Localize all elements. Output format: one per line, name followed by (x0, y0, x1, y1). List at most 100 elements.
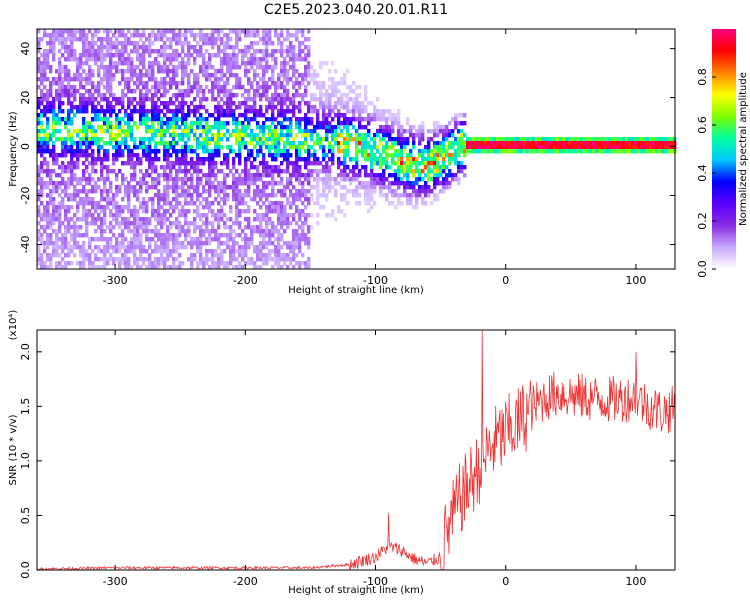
heatmap-cell (91, 101, 95, 106)
heatmap-cell (85, 33, 89, 38)
heatmap-cell (217, 45, 221, 50)
heatmap-cell (304, 161, 308, 166)
heatmap-cell (115, 177, 119, 182)
heatmap-cell (235, 81, 239, 86)
heatmap-cell (175, 157, 179, 162)
heatmap-cell (136, 73, 140, 78)
heatmap-cell (259, 93, 263, 98)
heatmap-cell (115, 121, 119, 126)
heatmap-cell (277, 153, 281, 158)
heatmap-cell (166, 217, 170, 222)
heatmap-cell (133, 249, 137, 254)
heatmap-cell (244, 61, 248, 66)
heatmap-cell (487, 145, 491, 150)
heatmap-cell (103, 209, 107, 214)
heatmap-cell (376, 149, 380, 154)
heatmap-cell (85, 217, 89, 222)
heatmap-cell (184, 197, 188, 202)
heatmap-cell (151, 213, 155, 218)
heatmap-cell (406, 121, 410, 126)
heatmap-cell (151, 265, 155, 270)
heatmap-cell (364, 201, 368, 206)
heatmap-cell (268, 257, 272, 262)
heatmap-cell (91, 85, 95, 90)
heatmap-cell (391, 193, 395, 198)
snr-x-tick-label: -300 (103, 575, 128, 588)
heatmap-cell (211, 261, 215, 266)
heatmap-cell (274, 205, 278, 210)
heatmap-cell (454, 149, 458, 154)
heatmap-cell (73, 129, 77, 134)
heatmap-cell (166, 121, 170, 126)
heatmap-cell (397, 137, 401, 142)
heatmap-cell (286, 97, 290, 102)
heatmap-cell (247, 209, 251, 214)
heatmap-cell (121, 97, 125, 102)
heatmap-cell (82, 265, 86, 270)
heatmap-cell (73, 213, 77, 218)
heatmap-cell (277, 257, 281, 262)
heatmap-cell (268, 149, 272, 154)
heatmap-cell (70, 93, 74, 98)
heatmap-cell (127, 249, 131, 254)
heatmap-cell (241, 125, 245, 130)
heatmap-cell (322, 149, 326, 154)
heatmap-cell (400, 165, 404, 170)
heatmap-cell (130, 57, 134, 62)
heatmap-cell (142, 137, 146, 142)
heatmap-cell (103, 185, 107, 190)
heatmap-cell (361, 105, 365, 110)
heatmap-cell (187, 41, 191, 46)
heatmap-cell (175, 53, 179, 58)
heatmap-cell (253, 117, 257, 122)
heatmap-cell (391, 141, 395, 146)
heatmap-cell (124, 193, 128, 198)
heatmap-cell (271, 141, 275, 146)
heatmap-cell (301, 57, 305, 62)
heatmap-cell (52, 41, 56, 46)
heatmap-cell (268, 217, 272, 222)
heatmap-cell (211, 85, 215, 90)
heatmap-cell (91, 97, 95, 102)
heatmap-cell (127, 101, 131, 106)
heatmap-cell (223, 225, 227, 230)
heatmap-cell (367, 129, 371, 134)
heatmap-cell (163, 153, 167, 158)
heatmap-cell (241, 57, 245, 62)
heatmap-cell (157, 105, 161, 110)
heatmap-cell (280, 189, 284, 194)
heatmap-cell (259, 213, 263, 218)
heatmap-cell (352, 169, 356, 174)
heatmap-cell (136, 229, 140, 234)
heatmap-cell (448, 133, 452, 138)
heatmap-cell (181, 149, 185, 154)
heatmap-cell (142, 73, 146, 78)
heatmap-cell (244, 245, 248, 250)
heatmap-cell (190, 241, 194, 246)
heatmap-cell (352, 105, 356, 110)
heatmap-cell (325, 105, 329, 110)
heatmap-cell (382, 185, 386, 190)
heatmap-cell (223, 93, 227, 98)
heatmap-cell (163, 249, 167, 254)
heatmap-cell (454, 137, 458, 142)
heatmap-cell (121, 49, 125, 54)
heatmap-cell (115, 205, 119, 210)
heatmap-cell (262, 233, 266, 238)
heatmap-cell (124, 137, 128, 142)
heatmap-cell (304, 121, 308, 126)
heatmap-cell (313, 141, 317, 146)
heatmap-cell (181, 41, 185, 46)
heatmap-cell (559, 149, 563, 154)
heatmap-cell (118, 257, 122, 262)
heatmap-cell (61, 29, 65, 34)
heatmap-cell (217, 221, 221, 226)
heatmap-cell (271, 133, 275, 138)
heatmap-cell (640, 137, 644, 142)
heatmap-cell (460, 145, 464, 150)
heatmap-cell (463, 173, 467, 178)
heatmap-cell (121, 57, 125, 62)
heatmap-cell (424, 145, 428, 150)
heatmap-cell (97, 101, 101, 106)
heatmap-cell (52, 117, 56, 122)
